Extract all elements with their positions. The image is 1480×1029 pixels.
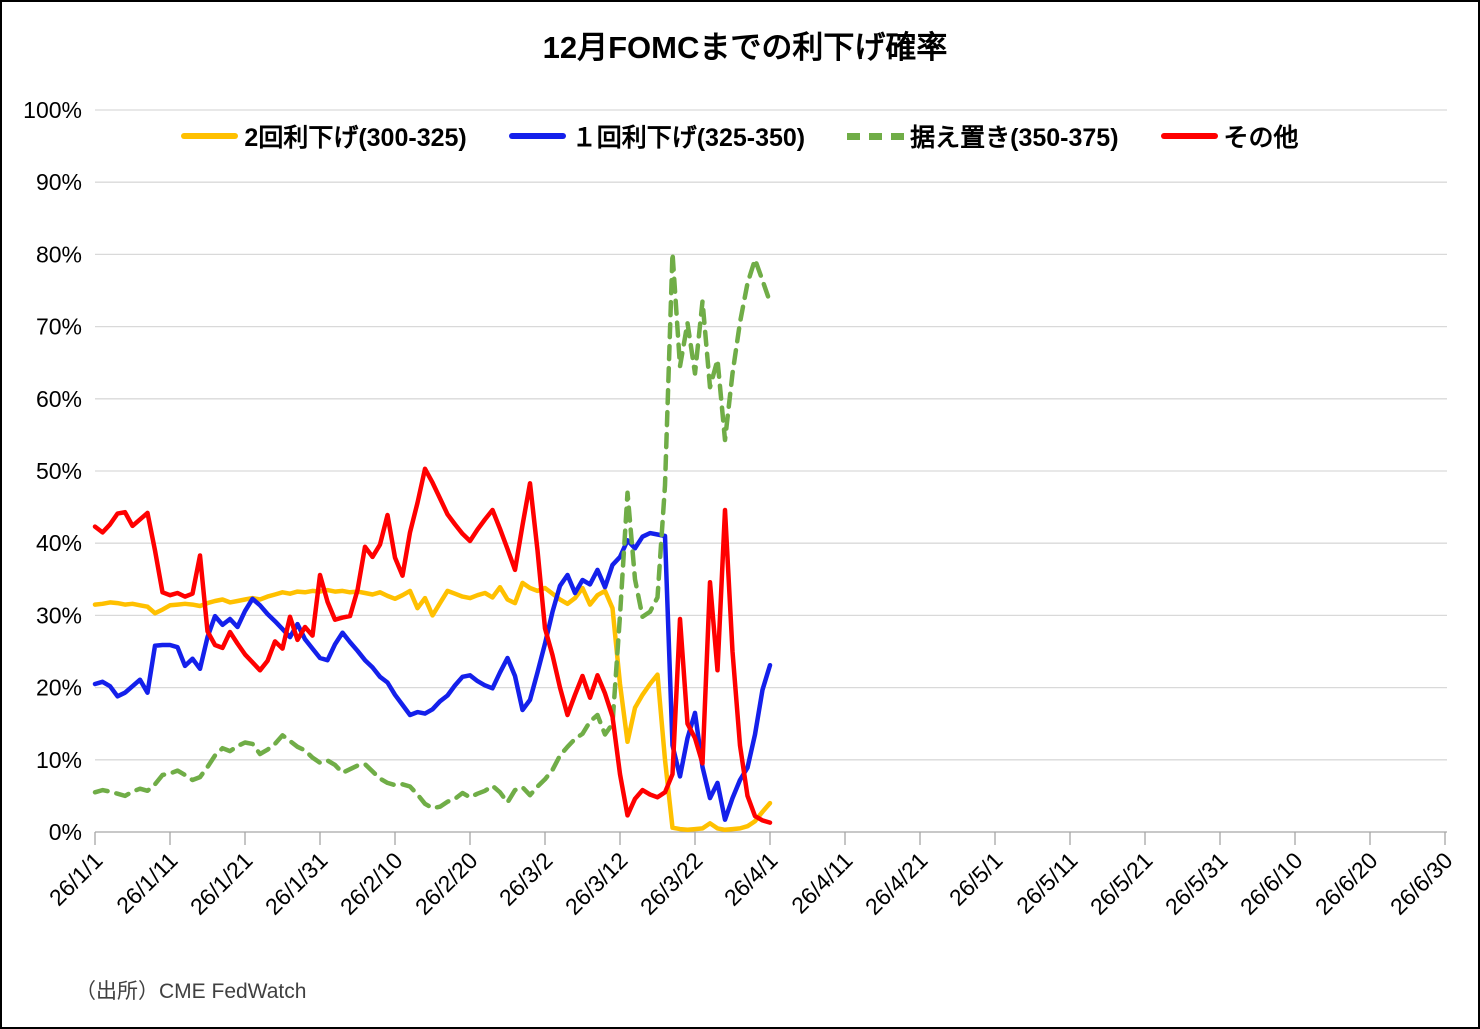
y-tick-label: 20% (36, 675, 82, 701)
series-line-2 (92, 250, 773, 811)
x-tick-label: 26/2/10 (335, 847, 408, 920)
y-tick-label: 70% (36, 314, 82, 340)
x-tick-label: 26/5/21 (1085, 847, 1158, 920)
x-tick-label: 26/5/31 (1160, 847, 1233, 920)
y-tick-label: 30% (36, 602, 82, 628)
series-line-3 (92, 466, 773, 825)
x-tick-label: 26/1/21 (185, 847, 258, 920)
y-tick-label: 50% (36, 458, 82, 484)
x-tick-label: 26/4/11 (786, 847, 857, 918)
x-tick-label: 26/6/30 (1385, 847, 1458, 920)
x-tick-label: 26/4/21 (860, 847, 933, 920)
series-line-1 (92, 530, 773, 822)
y-tick-label: 40% (36, 530, 82, 556)
x-tick-label: 26/5/1 (944, 847, 1008, 911)
x-tick-label: 26/6/10 (1235, 847, 1308, 920)
source-note: （出所）CME FedWatch (75, 980, 306, 1003)
x-tick-label: 26/5/11 (1011, 847, 1082, 918)
chart-title: 12月FOMCまでの利下げ確率 (543, 30, 948, 65)
x-axis-labels: 26/1/1 26/1/11 26/1/21 26/1/31 26/2/10 26/2/2… (44, 847, 1458, 920)
x-tick-label: 26/3/22 (635, 847, 708, 920)
y-tick-label: 60% (36, 386, 82, 412)
x-tick-label: 26/2/20 (410, 847, 483, 920)
y-tick-label: 0% (49, 819, 82, 845)
x-tick-label: 26/1/1 (44, 847, 108, 911)
axes (94, 832, 1446, 845)
y-tick-label: 10% (36, 747, 82, 773)
y-tick-label: 90% (36, 169, 82, 195)
x-tick-label: 26/1/11 (111, 847, 182, 918)
y-axis-labels: 0% 10% 20% 30% 40% 50% 60% 70% 80% 90% 100% (23, 97, 82, 845)
x-tick-label: 26/3/12 (560, 847, 633, 920)
x-tick-label: 26/3/2 (494, 847, 558, 911)
y-tick-label: 80% (36, 241, 82, 267)
x-tick-label: 26/1/31 (260, 847, 333, 920)
series-line-0 (92, 580, 773, 833)
gridlines (95, 109, 1447, 833)
y-tick-label: 100% (23, 97, 82, 123)
x-tick-label: 26/6/20 (1310, 847, 1383, 920)
x-tick-label: 26/4/1 (719, 847, 783, 911)
series-lines (92, 250, 773, 833)
